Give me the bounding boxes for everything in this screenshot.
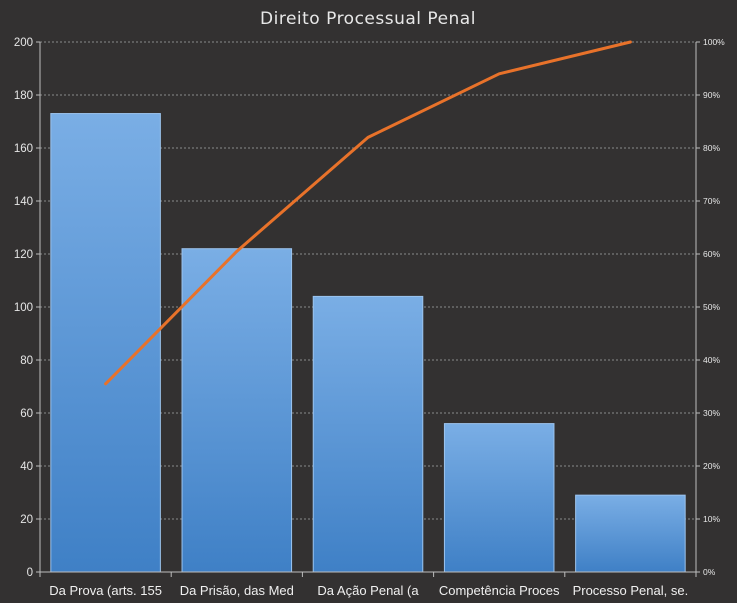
cumulative-point [498, 72, 501, 76]
bar [181, 248, 293, 573]
y-tick-label: 80 [20, 355, 33, 367]
y2-tick-label: 50% [703, 302, 720, 312]
cumulative-point [235, 250, 238, 253]
x-tick-label: Competência Proces [439, 583, 560, 598]
y2-tick-label: 40% [703, 355, 720, 365]
y2-tick-label: 30% [703, 408, 720, 418]
y-tick-label: 180 [14, 90, 33, 102]
cumulative-point [366, 136, 370, 139]
x-tick-label: Da Prova (arts. 155 [49, 583, 162, 598]
y-tick-label: 20 [20, 514, 33, 526]
bar [50, 113, 161, 573]
y2-tick-label: 90% [703, 90, 720, 100]
bars [50, 113, 686, 573]
x-tick-label: Processo Penal, se. [573, 583, 689, 598]
y2-tick-label: 10% [703, 514, 720, 524]
y2-tick-label: 60% [703, 249, 720, 259]
y-tick-label: 60 [20, 408, 33, 420]
cumulative-point [104, 382, 107, 386]
y-tick-label: 0 [27, 567, 33, 579]
bar [312, 295, 424, 573]
y2-tick-label: 80% [703, 143, 720, 153]
y-tick-label: 40 [20, 461, 33, 473]
y-tick-label: 100 [14, 302, 33, 314]
y-tick-label: 120 [14, 249, 33, 261]
y2-tick-label: 0% [703, 567, 716, 577]
y-tick-label: 160 [14, 143, 33, 155]
cumulative-line [104, 40, 632, 386]
x-tick-label: Da Prisão, das Med [180, 583, 294, 598]
y-tick-label: 140 [14, 196, 33, 208]
y2-tick-label: 20% [703, 461, 720, 471]
tick-labels: 0 20 40 60 80 100 120 140 160 180 200 0% 10% 20% 30% 40… [14, 37, 725, 598]
x-tick-label: Da Ação Penal (a [317, 583, 419, 598]
cumulative-point [629, 40, 632, 44]
bar [443, 423, 555, 573]
y2-tick-label: 70% [703, 196, 720, 206]
y2-tick-label: 100% [703, 37, 725, 47]
y-tick-label: 200 [14, 37, 33, 49]
axes [36, 41, 700, 577]
bar [575, 494, 686, 573]
chart-title: Direito Processual Penal [260, 9, 476, 29]
